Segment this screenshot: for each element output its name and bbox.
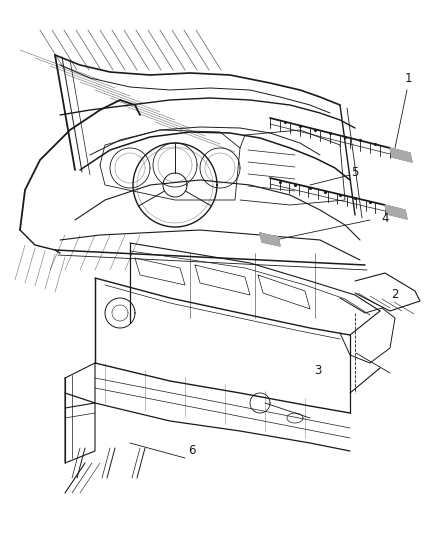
Text: 3: 3	[314, 364, 321, 376]
Polygon shape	[385, 205, 407, 219]
Text: 5: 5	[351, 166, 359, 179]
Text: 1: 1	[404, 71, 412, 85]
Polygon shape	[390, 148, 412, 162]
Text: 6: 6	[188, 443, 196, 456]
Text: 4: 4	[381, 212, 389, 224]
Text: 2: 2	[391, 288, 399, 302]
Polygon shape	[260, 233, 280, 246]
